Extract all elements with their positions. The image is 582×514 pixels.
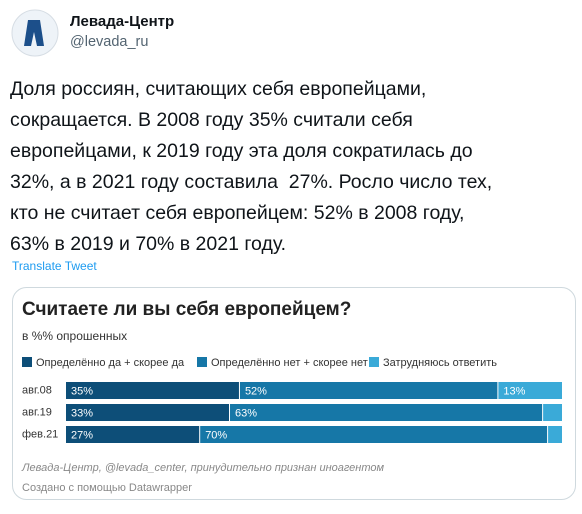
bar-segment xyxy=(230,404,543,421)
legend-label: Определённо да + скорее да xyxy=(36,357,185,369)
bar-segment xyxy=(498,382,562,399)
value-label: 27% xyxy=(71,429,93,441)
bar-segment xyxy=(66,426,200,443)
y-tick-label: авг.19 xyxy=(22,406,52,418)
tweet-text-line: 63% в 2019 и 70% в 2021 году. xyxy=(10,233,286,255)
legend-label: Затрудняюсь ответить xyxy=(383,357,497,369)
tweet-text-line: Доля россиян, считающих себя европейцами… xyxy=(10,78,426,100)
value-label: 13% xyxy=(503,385,525,397)
tweet-text-line: европейцами, к 2019 году эта доля сократ… xyxy=(10,140,473,162)
author-name[interactable]: Левада-Центр xyxy=(70,13,174,30)
bar-segment xyxy=(66,382,239,399)
bar-segment xyxy=(548,426,562,443)
tweet-text-line: кто не считает себя европейцем: 52% в 20… xyxy=(10,202,464,224)
legend-label: Определённо нет + скорее нет xyxy=(211,357,368,369)
value-label: 63% xyxy=(235,407,257,419)
tweet-text-line: 32%, а в 2021 году составила 27%. Росло … xyxy=(10,171,492,193)
y-tick-label: фев.21 xyxy=(22,428,58,440)
author-handle[interactable]: @levada_ru xyxy=(70,34,148,50)
credit: Создано с помощью Datawrapper xyxy=(22,482,192,494)
value-label: 33% xyxy=(71,407,93,419)
translate-link[interactable]: Translate Tweet xyxy=(12,259,97,273)
legend-swatch xyxy=(197,357,207,367)
tweet-text-line: сокращается. В 2008 году 35% считали себ… xyxy=(10,109,413,131)
legend-swatch xyxy=(369,357,379,367)
bar-segment xyxy=(543,404,562,421)
value-label: 35% xyxy=(71,385,93,397)
bar-segment xyxy=(239,382,498,399)
chart-title: Считаете ли вы себя европейцем? xyxy=(22,299,351,320)
avatar-logo xyxy=(24,20,44,46)
y-tick-label: авг.08 xyxy=(22,384,52,396)
bar-segment xyxy=(66,404,230,421)
chart-subtitle: в %% опрошенных xyxy=(22,329,127,343)
bar-segment xyxy=(200,426,548,443)
value-label: 70% xyxy=(205,429,227,441)
value-label: 52% xyxy=(245,385,267,397)
legend-swatch xyxy=(22,357,32,367)
source: Левада-Центр, @levada_center, принудител… xyxy=(21,462,384,474)
